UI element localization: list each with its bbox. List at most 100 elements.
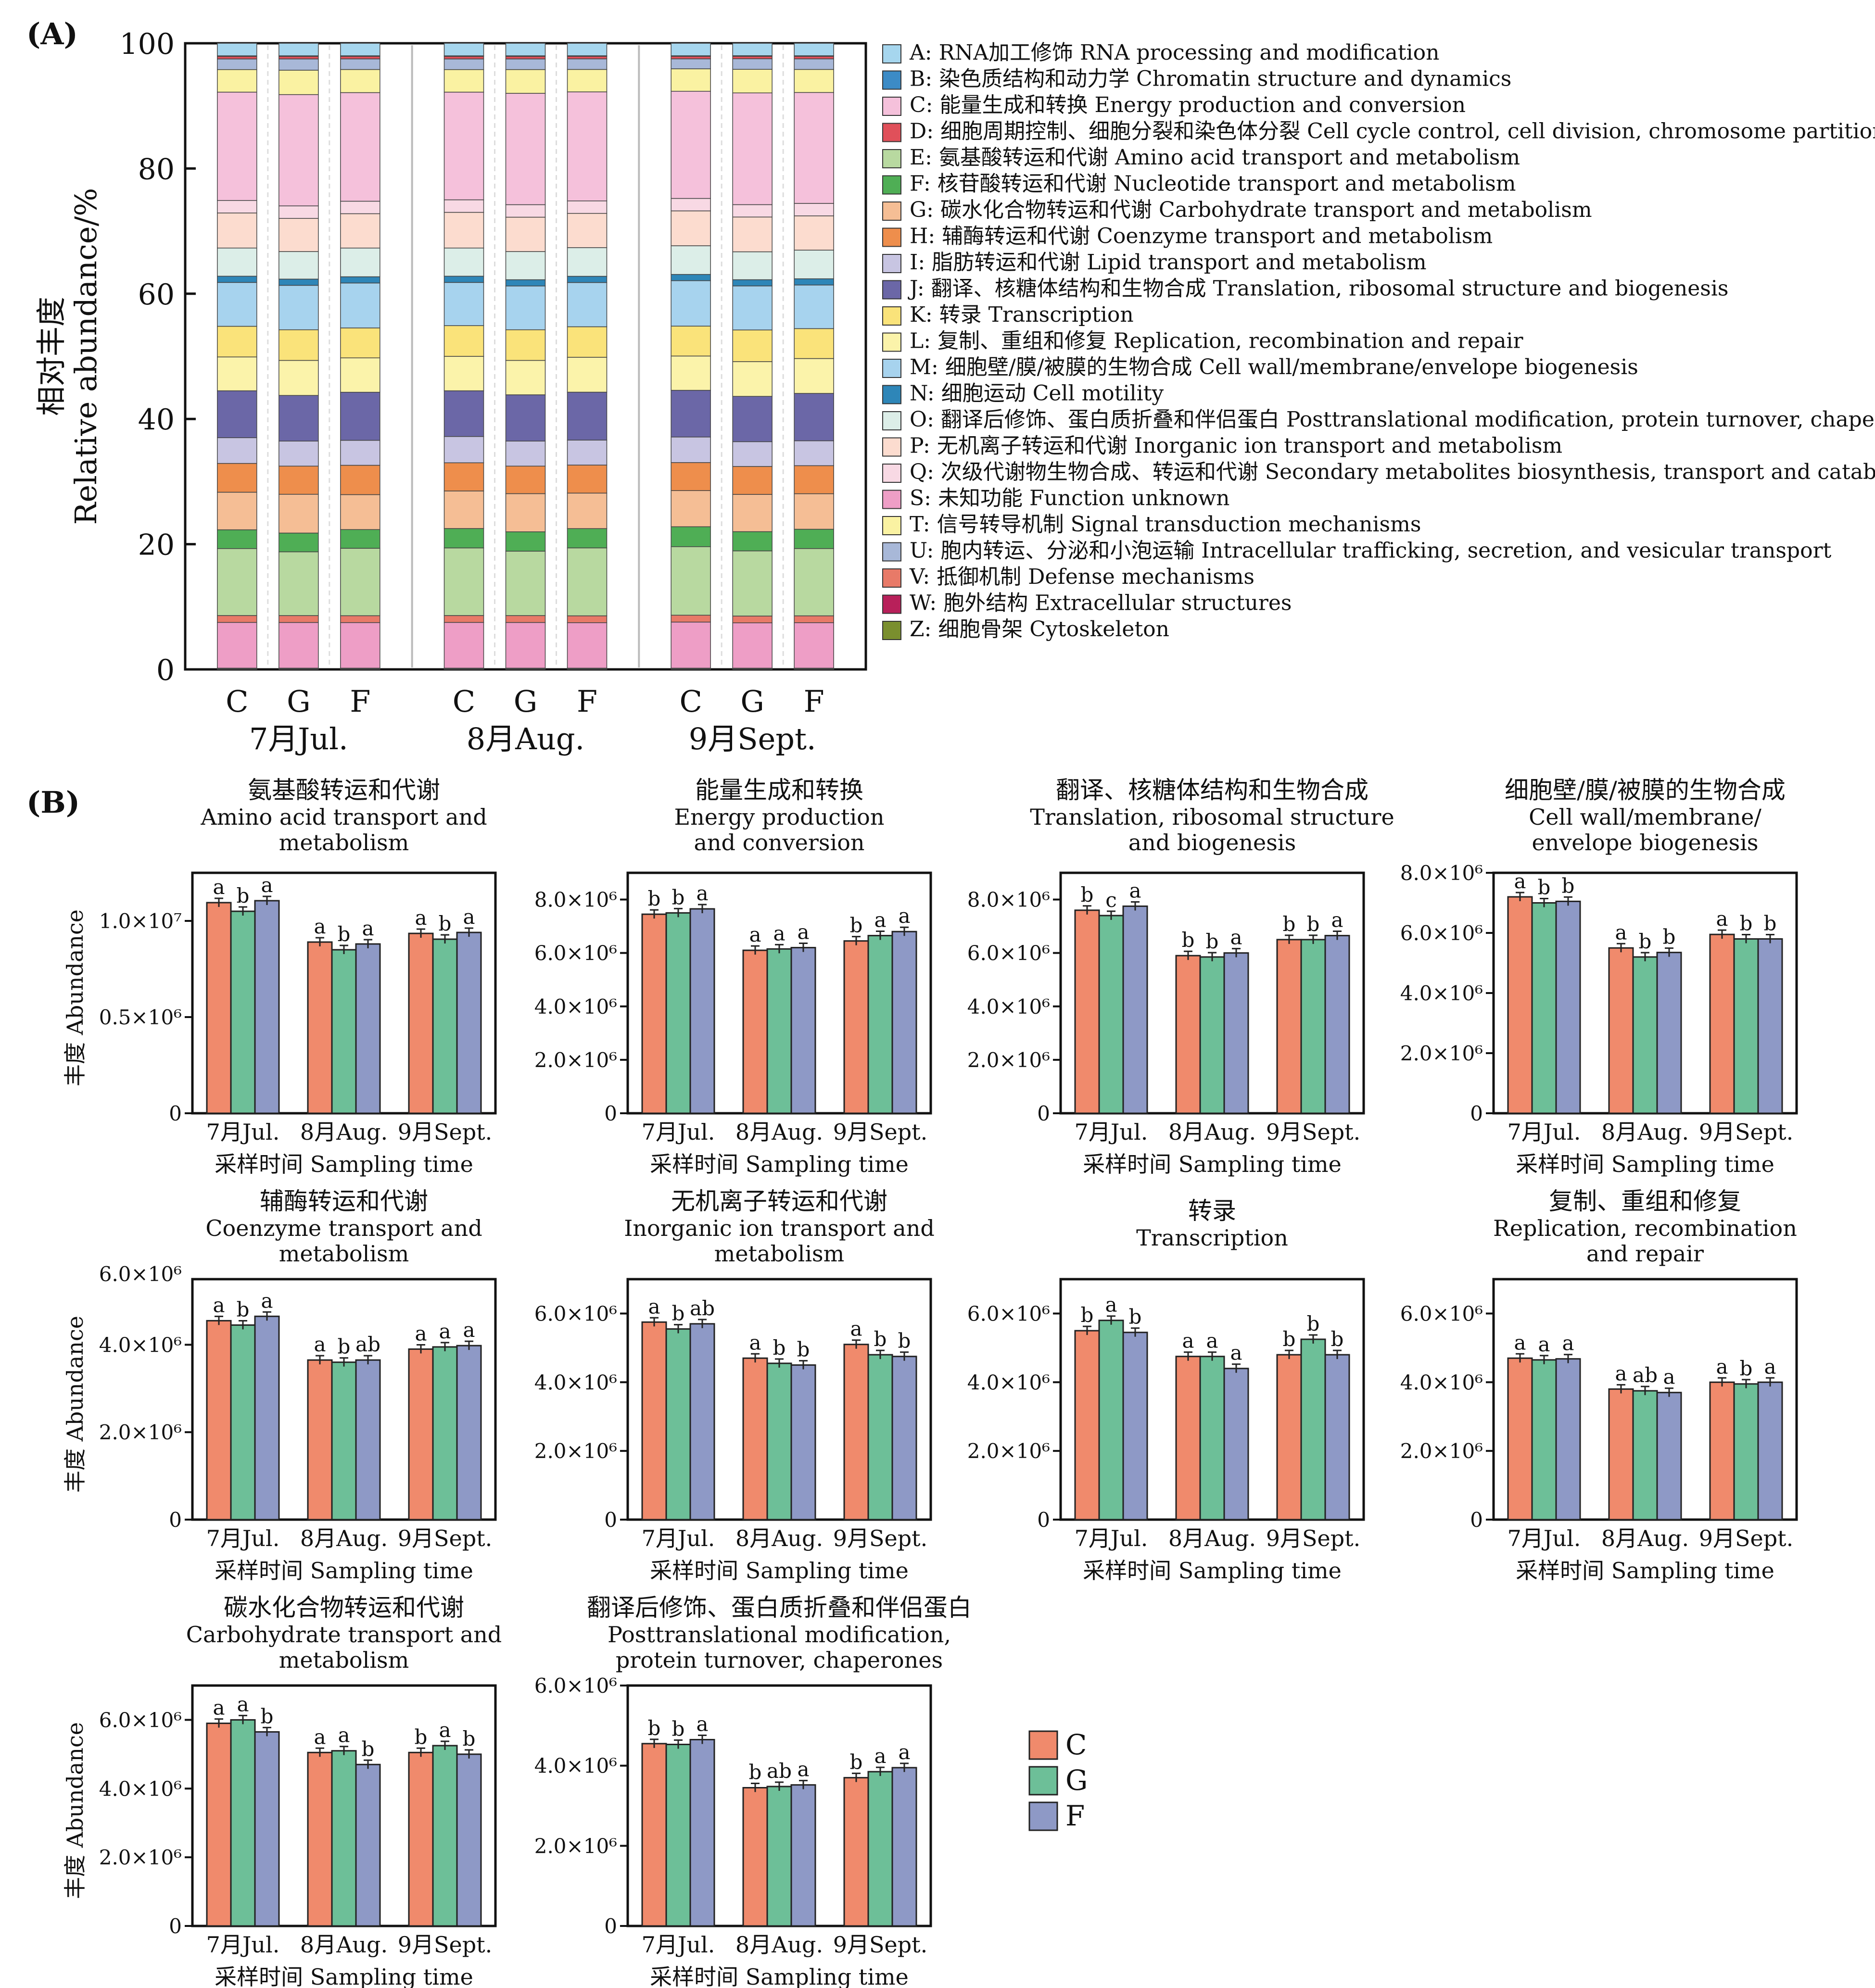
stack-segment-H xyxy=(794,465,834,494)
stack-segment-M xyxy=(505,285,546,330)
stack-segment-F xyxy=(567,528,608,549)
stack-segment-D xyxy=(340,56,380,60)
bar-F xyxy=(689,1739,715,1927)
stack-segment-I xyxy=(505,440,546,467)
bar-G xyxy=(766,948,792,1114)
significance-letter: a xyxy=(314,1725,326,1749)
significance-letter: a xyxy=(797,1758,809,1781)
stack-segment-A xyxy=(505,43,546,56)
stack-segment-V xyxy=(505,615,546,623)
stack-segment-I xyxy=(732,441,773,467)
legend-swatch-G xyxy=(1028,1766,1058,1796)
legend-swatch-Z xyxy=(882,621,901,640)
stack-segment-O xyxy=(443,248,484,277)
legend-swatch-G xyxy=(882,201,901,221)
stack-segment-V xyxy=(732,616,773,623)
significance-letter: b xyxy=(1283,912,1296,936)
stack-segment-T xyxy=(567,69,608,92)
bar-C xyxy=(408,932,434,1114)
bar-F xyxy=(456,1753,482,1927)
x-tick-label: 7月Jul. xyxy=(1075,1525,1148,1551)
stack-segment-T xyxy=(279,70,319,95)
stack-segment-N xyxy=(505,279,546,287)
stack-segment-A xyxy=(279,43,319,56)
stack-segment-D xyxy=(443,56,484,60)
significance-letter: b xyxy=(1081,883,1094,906)
significance-letter: b xyxy=(1740,912,1753,935)
x-tick-label: 7月Jul. xyxy=(642,1932,715,1958)
bar-G xyxy=(331,1361,357,1521)
legend-label-U: U: 胞内转运、分泌和小泡运输 Intracellular traffickin… xyxy=(910,539,1832,563)
y-tick-label: 4.0×10⁶ xyxy=(1400,981,1483,1005)
stack-segment-U xyxy=(732,58,773,70)
bar-G xyxy=(1531,902,1557,1114)
stack-segment-E xyxy=(732,550,773,617)
bar-C xyxy=(843,940,869,1114)
bar-C xyxy=(1074,909,1100,1114)
y-tick-label: 6.0×10⁶ xyxy=(1400,921,1483,945)
stack-segment-I xyxy=(340,440,380,466)
legend-swatch-F xyxy=(882,175,901,195)
significance-letter: a xyxy=(749,1331,761,1354)
x-tick-label: 8月Aug. xyxy=(735,1932,823,1958)
bar-C xyxy=(742,1357,768,1521)
stack-segment-S xyxy=(505,622,546,669)
stack-segment-C xyxy=(671,91,711,199)
x-tick-label: C xyxy=(453,684,475,719)
stack-segment-E xyxy=(340,548,380,617)
bar-F xyxy=(456,1345,482,1521)
stack-segment-C xyxy=(217,91,257,201)
y-axis-label-cn: 相对丰度 xyxy=(34,297,69,416)
bar-C xyxy=(843,1344,869,1521)
stack-segment-C xyxy=(732,92,773,205)
chart-title-en: Inorganic ion transport and xyxy=(624,1215,935,1241)
legend-swatch-U xyxy=(882,542,901,562)
stack-segment-L xyxy=(217,356,257,391)
legend-swatch-E xyxy=(882,149,901,168)
y-tick-label: 6.0×10⁶ xyxy=(967,942,1050,965)
chart-title-cn: 碳水化合物转运和代谢 xyxy=(224,1594,464,1622)
stack-segment-O xyxy=(794,250,834,279)
significance-letter: b xyxy=(749,1761,762,1784)
stack-segment-O xyxy=(279,251,319,280)
legend-b: CGF xyxy=(1028,1728,1088,1832)
significance-letter: a xyxy=(1663,1365,1675,1389)
legend-label-F: F: 核苷酸转运和代谢 Nucleotide transport and met… xyxy=(910,172,1516,196)
stack-segment-M xyxy=(279,285,319,330)
stack-segment-U xyxy=(671,58,711,69)
stack-segment-L xyxy=(567,357,608,393)
chart-title-cn: 翻译、核糖体结构和生物合成 xyxy=(1056,776,1368,804)
stack-segment-I xyxy=(671,437,711,463)
stack-segment-V xyxy=(279,615,319,623)
significance-letter: a xyxy=(898,904,910,928)
significance-letter: a xyxy=(213,875,225,899)
legend-label-P: P: 无机离子转运和代谢 Inorganic ion transport and… xyxy=(910,434,1562,458)
stack-segment-D xyxy=(732,56,773,60)
stack-segment-E xyxy=(443,547,484,616)
stack-segment-P xyxy=(505,216,546,252)
stack-segment-P xyxy=(279,218,319,252)
bar-F xyxy=(1324,935,1350,1114)
panel-label-a: (A) xyxy=(26,16,78,51)
stack-segment-C xyxy=(505,93,546,205)
stack-segment-I xyxy=(567,440,608,466)
bar-C xyxy=(1175,955,1201,1114)
stack-segment-K xyxy=(567,326,608,358)
significance-letter: b xyxy=(850,914,863,937)
y-tick-label: 4.0×10⁶ xyxy=(99,1777,182,1800)
stack-segment-F xyxy=(732,531,773,552)
chart-title-en: and conversion xyxy=(694,830,864,856)
chart-title-en: Amino acid transport and xyxy=(200,804,487,830)
x-tick-label: 7月Jul. xyxy=(642,1119,715,1145)
y-tick-label: 4.0×10⁶ xyxy=(1400,1371,1483,1394)
group-label: 7月Jul. xyxy=(249,721,348,756)
stack-segment-J xyxy=(794,393,834,441)
bar-G xyxy=(665,1328,691,1521)
stack-segment-K xyxy=(794,328,834,359)
chart-title-en: envelope biogenesis xyxy=(1532,830,1758,856)
y-tick-label: 4.0×10⁶ xyxy=(99,1333,182,1357)
x-tick-label: 8月Aug. xyxy=(1601,1119,1689,1145)
legend-label-F: F xyxy=(1065,1799,1085,1832)
stack-segment-M xyxy=(671,280,711,327)
